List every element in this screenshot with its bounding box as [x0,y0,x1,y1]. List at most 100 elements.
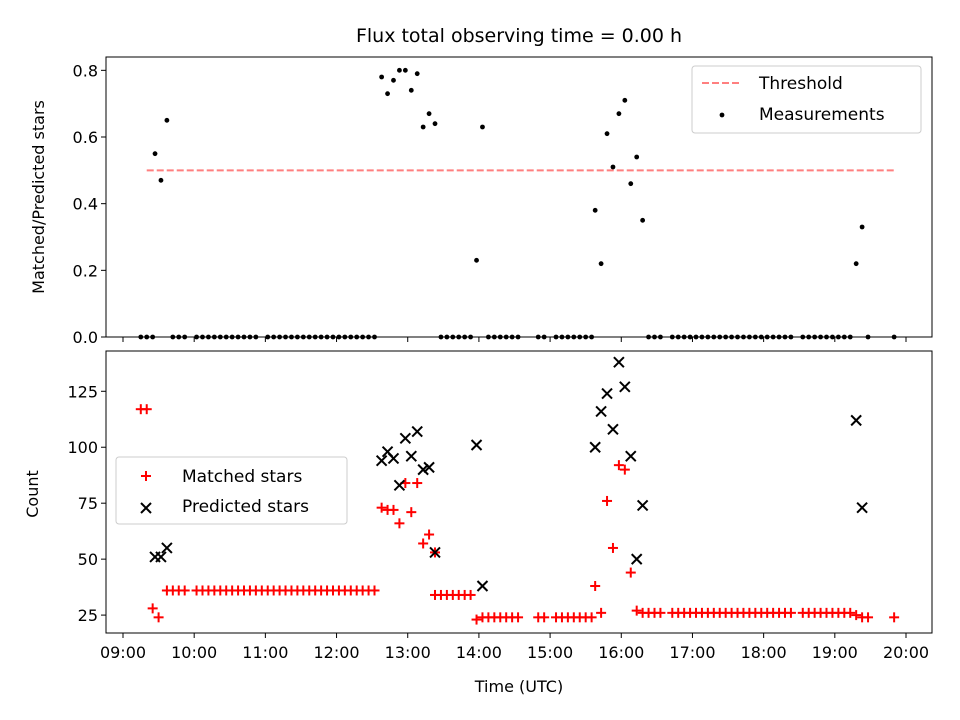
predicted-star-point [399,432,412,444]
predicted-star-point [155,551,167,563]
bottom-y-axis-label: Count [23,470,42,518]
measurement-point [414,71,420,77]
x-axis-label: Time (UTC) [474,677,563,696]
measurement-point [164,117,170,123]
cross-stroke [155,551,167,563]
measurement-point [853,261,859,267]
measurements-legend-label: Measurements [759,105,885,125]
measurement-point [385,91,390,97]
measurement-point [616,111,622,117]
measurements-legend-swatch [719,112,725,118]
matched-legend-swatch [141,471,151,481]
measurement-point [604,131,610,137]
predicted-star-point [476,580,489,592]
bottom-panel: Count Time (UTC) 25 50 75 100 125 09:00 10:00 1… [23,350,933,696]
predicted-star-point [625,450,637,462]
predicted-star-point [417,463,429,476]
measurement-point [379,74,385,80]
measurement-point [610,164,616,170]
cross-stroke [405,450,417,462]
measurement-point [598,261,604,267]
matched-star-point [147,603,158,614]
bottom-y-tick-label: 125 [67,382,98,401]
predicted-star-point [601,387,613,400]
matched-star-point [785,607,796,618]
predicted-star-point [405,450,417,462]
matched-star-point [631,605,642,616]
predicted-star-point [613,356,625,368]
cross-stroke [595,405,607,418]
predicted-star-point [607,423,619,436]
top-y-tick-label: 0.4 [73,195,98,214]
matched-star-point [602,495,613,506]
predicted-star-point [636,499,649,512]
measurement-point [391,77,396,83]
bottom-axis-ticks: 25 50 75 100 125 09:00 10:00 11:00 12:00 13:00 14:… [67,382,929,662]
measurement-point [432,121,438,127]
chart-title: Flux total observing time = 0.00 h [356,25,682,47]
cross-stroke [423,461,435,474]
cross-stroke [140,502,152,514]
bottom-x-tick-label: 13:00 [385,643,431,662]
matched-star-point [596,607,607,618]
measurement-point [408,87,414,93]
bottom-x-tick-label: 10:00 [171,643,217,662]
matched-star-point [590,581,601,591]
measurement-point [420,124,426,130]
predicted-star-point [375,454,388,467]
bottom-plot-area [135,356,900,625]
measurement-point [592,207,598,213]
bottom-x-tick-label: 15:00 [527,643,573,662]
cross-stroke [411,425,423,438]
predicted-star-point [630,553,643,565]
bottom-y-tick-label: 25 [78,606,98,625]
cross-stroke [417,463,429,476]
matched-star-point [471,614,482,625]
measurement-point [480,124,485,130]
matched-star-point [369,585,380,596]
measurement-point [402,67,408,73]
predicted-legend-label: Predicted stars [182,497,309,517]
matched-star-point [889,612,900,623]
predicted-star-point [595,405,607,418]
bottom-y-tick-label: 100 [67,438,98,457]
measurement-point [158,177,164,183]
cross-stroke [399,432,412,444]
cross-stroke [470,439,483,451]
top-legend-box [691,65,922,134]
bottom-x-tick-label: 20:00 [883,643,929,662]
matched-star-point [424,529,435,540]
matched-star-point [655,607,666,618]
bottom-x-tick-label: 18:00 [741,643,787,662]
cross-stroke [387,452,400,465]
predicted-star-point [423,461,435,474]
matched-star-point [863,612,874,623]
predicted-star-point [429,546,441,559]
measurement-point [634,154,640,160]
bottom-x-tick-label: 12:00 [313,643,359,662]
measurement-point [152,151,158,157]
cross-stroke [619,381,631,393]
cross-stroke [850,414,862,427]
bottom-x-tick-label: 14:00 [456,643,502,662]
cross-stroke [613,356,625,368]
top-y-tick-label: 0.8 [73,61,98,80]
cross-stroke [429,546,441,559]
cross-stroke [375,454,388,467]
top-y-tick-label: 0.2 [73,261,98,280]
top-legend: Threshold Measurements [691,65,922,134]
matched-star-point [607,542,618,553]
predicted-legend-swatch [140,502,152,514]
measurement-point [622,97,628,103]
matched-star-point [406,507,417,518]
predicted-star-point [387,452,400,465]
cross-stroke [607,423,619,436]
predicted-star-point [161,542,173,554]
matched-star-point [619,464,630,475]
threshold-legend-label: Threshold [758,74,843,94]
matched-star-point [394,518,405,529]
matched-star-point [418,538,429,549]
top-axis-ticks: 0.0 0.2 0.4 0.6 0.8 [73,61,907,347]
predicted-star-point [619,381,631,393]
matched-star-point [141,404,152,415]
